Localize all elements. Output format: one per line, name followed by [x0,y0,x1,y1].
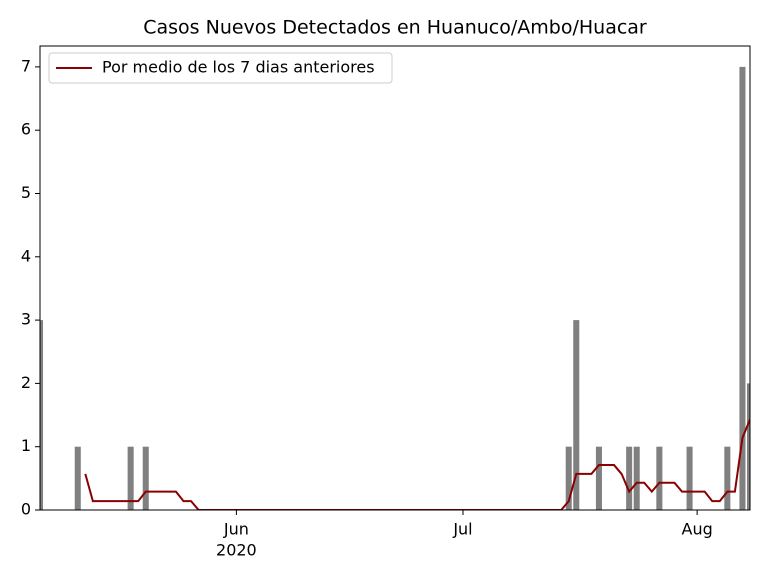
bar [573,320,580,510]
y-tick-label: 6 [21,120,31,139]
bar [595,446,602,510]
y-tick-label: 4 [21,246,31,265]
bar [142,446,149,510]
y-tick-label: 0 [21,500,31,519]
bar [656,446,663,510]
bar [40,320,44,510]
x-tick-label: Jul [452,520,472,539]
x-tick-label: Aug [682,520,713,539]
bar [686,446,693,510]
y-tick-label: 7 [21,56,31,75]
x-tick-label: Jun [223,520,249,539]
legend-label: Por medio de los 7 dias anteriores [102,58,375,77]
chart-title: Casos Nuevos Detectados en Huanuco/Ambo/… [143,17,647,39]
bar [626,446,633,510]
y-tick-label: 1 [21,436,31,455]
plot-area [40,66,750,510]
x-year-label: 2020 [216,541,257,560]
bar [74,446,81,510]
bar [739,66,746,510]
y-tick-label: 3 [21,310,31,329]
bar [565,446,572,510]
y-tick-label: 5 [21,183,31,202]
bar [633,446,640,510]
bar [127,446,134,510]
legend: Por medio de los 7 dias anteriores [48,52,393,84]
y-tick-label: 2 [21,373,31,392]
line [84,419,750,510]
bar [724,446,731,510]
bar [746,383,750,510]
axes-frame [39,45,751,511]
legend-box [48,52,393,84]
